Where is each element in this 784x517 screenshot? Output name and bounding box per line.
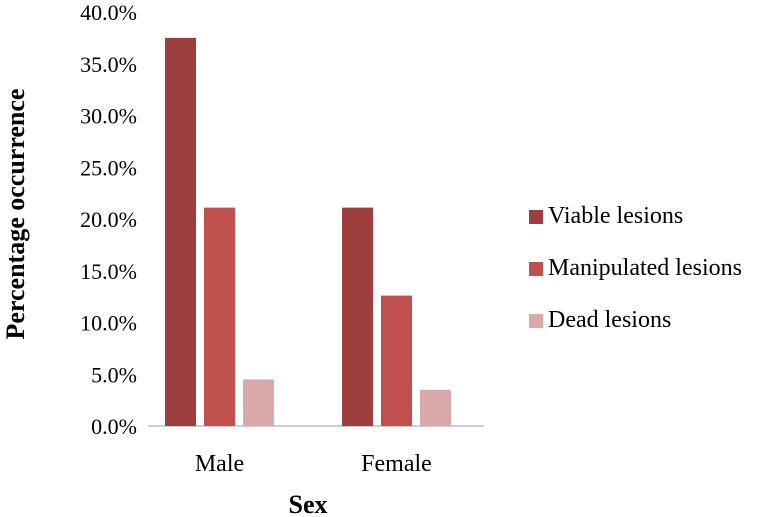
y-tick-label: 15.0% xyxy=(80,259,137,284)
x-axis-title: Sex xyxy=(289,490,328,517)
y-tick-label: 5.0% xyxy=(91,362,137,387)
y-tick-label: 40.0% xyxy=(80,0,137,25)
x-category-label: Male xyxy=(195,451,244,477)
y-tick-label: 35.0% xyxy=(80,52,137,77)
x-category-label: Female xyxy=(361,451,432,477)
bar xyxy=(381,295,412,426)
legend-label: Dead lesions xyxy=(548,307,671,333)
bar xyxy=(165,37,196,426)
legend-label: Viable lesions xyxy=(548,203,683,229)
y-axis-title: Percentage occurrence xyxy=(1,89,30,340)
y-tick-label: 20.0% xyxy=(80,207,137,232)
bar xyxy=(204,207,235,426)
y-tick-label: 10.0% xyxy=(80,311,137,336)
y-tick-label: 25.0% xyxy=(80,155,137,180)
legend-swatch xyxy=(529,314,543,328)
bar xyxy=(420,389,451,426)
y-tick-label: 30.0% xyxy=(80,104,137,129)
bars xyxy=(165,37,451,426)
legend-label: Manipulated lesions xyxy=(548,255,742,281)
y-axis-ticks: 0.0% 5.0% 10.0% 15.0% 20.0% 25.0% 30.0% 35.0% 40… xyxy=(80,0,137,439)
bar xyxy=(243,379,274,426)
legend-swatch xyxy=(529,262,543,276)
bar xyxy=(342,207,373,426)
y-tick-label: 0.0% xyxy=(91,414,137,439)
legend-swatch xyxy=(529,210,543,224)
x-axis-categories: Male Female xyxy=(195,451,432,477)
legend: Viable lesions Manipulated lesions Dead le… xyxy=(529,203,742,333)
